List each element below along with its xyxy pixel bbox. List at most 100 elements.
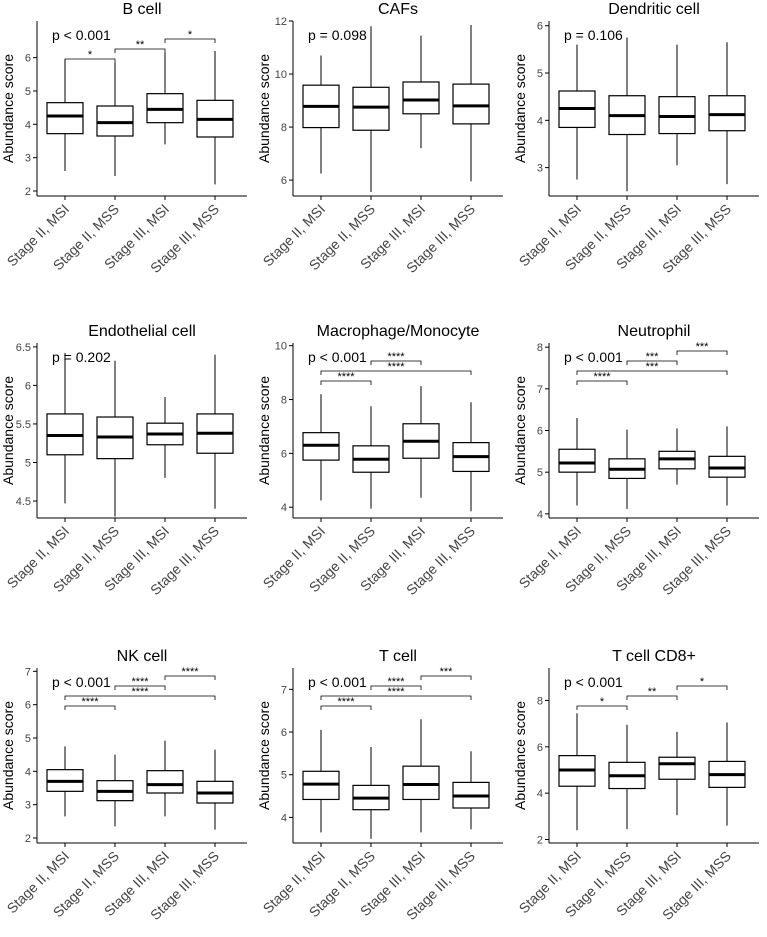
y-tick-label: 6 bbox=[537, 426, 543, 438]
y-tick-label: 7 bbox=[25, 666, 31, 678]
significance-bracket bbox=[320, 370, 472, 375]
significance-label: **** bbox=[337, 371, 355, 383]
significance-label: **** bbox=[387, 361, 405, 373]
y-tick-label: 8 bbox=[537, 342, 543, 354]
y-tick-label: 10 bbox=[275, 341, 287, 353]
significance-bracket bbox=[420, 675, 472, 680]
panel-title: B cell bbox=[122, 1, 161, 18]
y-tick-label: 10 bbox=[275, 69, 287, 81]
significance-label: *** bbox=[646, 361, 660, 373]
significance-bracket bbox=[676, 350, 728, 355]
box-iqr bbox=[558, 448, 596, 473]
y-axis-label: Abundance score bbox=[512, 54, 528, 163]
significance-bracket bbox=[626, 360, 678, 365]
y-tick-label: 5.5 bbox=[16, 419, 31, 431]
significance-bracket bbox=[64, 58, 116, 63]
significance-label: *** bbox=[696, 341, 710, 353]
y-axis-label: Abundance score bbox=[256, 701, 272, 810]
p-value-label: p < 0.001 bbox=[308, 674, 367, 690]
box-iqr bbox=[402, 81, 440, 115]
panel-title: NK cell bbox=[117, 648, 168, 665]
box-iqr bbox=[352, 86, 390, 131]
y-tick-label: 4 bbox=[25, 766, 31, 778]
significance-bracket bbox=[676, 685, 728, 690]
y-axis-label: Abundance score bbox=[0, 54, 16, 163]
y-tick-label: 12 bbox=[275, 16, 287, 28]
y-tick-label: 8 bbox=[281, 395, 287, 407]
significance-label: **** bbox=[131, 676, 149, 688]
significance-label: *** bbox=[440, 666, 454, 678]
significance-label: * bbox=[88, 49, 93, 61]
box-iqr bbox=[146, 770, 184, 794]
significance-label: **** bbox=[387, 686, 405, 698]
significance-label: **** bbox=[131, 686, 149, 698]
y-tick-label: 7 bbox=[537, 384, 543, 396]
panel-title: Endothelial cell bbox=[88, 323, 196, 340]
y-tick-label: 5 bbox=[537, 68, 543, 80]
y-tick-label: 4 bbox=[281, 812, 287, 824]
y-tick-label: 4 bbox=[25, 119, 31, 131]
significance-bracket bbox=[576, 370, 728, 375]
y-tick-label: 6 bbox=[25, 380, 31, 392]
significance-bracket bbox=[320, 695, 472, 700]
significance-label: **** bbox=[387, 351, 405, 363]
significance-bracket bbox=[370, 685, 422, 690]
panel-title: Neutrophil bbox=[618, 323, 691, 340]
y-tick-label: 6.5 bbox=[16, 342, 31, 354]
panel-title: T cell bbox=[379, 648, 417, 665]
p-value-label: p < 0.001 bbox=[564, 349, 623, 365]
p-value-label: p < 0.001 bbox=[308, 349, 367, 365]
significance-label: ** bbox=[648, 686, 657, 698]
p-value-label: p = 0.098 bbox=[308, 27, 367, 43]
y-axis-label: Abundance score bbox=[0, 376, 16, 485]
y-tick-label: 5 bbox=[25, 733, 31, 745]
significance-label: * bbox=[600, 696, 605, 708]
significance-label: **** bbox=[593, 371, 611, 383]
y-tick-label: 5 bbox=[281, 770, 287, 782]
significance-bracket bbox=[370, 360, 422, 365]
significance-label: *** bbox=[646, 351, 660, 363]
significance-bracket bbox=[320, 380, 372, 385]
y-tick-label: 6 bbox=[281, 448, 287, 460]
box-iqr bbox=[96, 105, 134, 137]
significance-label: **** bbox=[81, 696, 99, 708]
y-tick-label: 2 bbox=[25, 186, 31, 198]
y-tick-label: 6 bbox=[25, 700, 31, 712]
y-axis-label: Abundance score bbox=[256, 54, 272, 163]
significance-bracket bbox=[114, 48, 166, 53]
panel-title: CAFs bbox=[378, 1, 418, 18]
y-axis-label: Abundance score bbox=[256, 376, 272, 485]
y-axis-label: Abundance score bbox=[0, 701, 16, 810]
p-value-label: p = 0.202 bbox=[52, 349, 111, 365]
panel-title: Dendritic cell bbox=[608, 1, 700, 18]
significance-label: * bbox=[700, 676, 705, 688]
y-tick-label: 6 bbox=[537, 742, 543, 754]
y-tick-label: 6 bbox=[281, 727, 287, 739]
significance-label: **** bbox=[337, 696, 355, 708]
y-tick-label: 8 bbox=[281, 122, 287, 134]
p-value-label: p = 0.106 bbox=[564, 27, 623, 43]
box-iqr bbox=[46, 102, 84, 135]
significance-bracket bbox=[164, 38, 216, 43]
y-tick-label: 6 bbox=[281, 175, 287, 187]
y-axis-label: Abundance score bbox=[512, 701, 528, 810]
y-tick-label: 2 bbox=[537, 835, 543, 847]
significance-bracket bbox=[114, 685, 166, 690]
significance-label: **** bbox=[387, 676, 405, 688]
p-value-label: p < 0.001 bbox=[52, 27, 111, 43]
significance-label: **** bbox=[181, 666, 199, 678]
y-tick-label: 4 bbox=[537, 509, 543, 521]
p-value-label: p < 0.001 bbox=[52, 674, 111, 690]
y-axis-label: Abundance score bbox=[512, 376, 528, 485]
y-tick-label: 5 bbox=[537, 467, 543, 479]
significance-label: * bbox=[188, 29, 193, 41]
y-tick-label: 4 bbox=[281, 502, 287, 514]
y-tick-label: 6 bbox=[25, 53, 31, 65]
